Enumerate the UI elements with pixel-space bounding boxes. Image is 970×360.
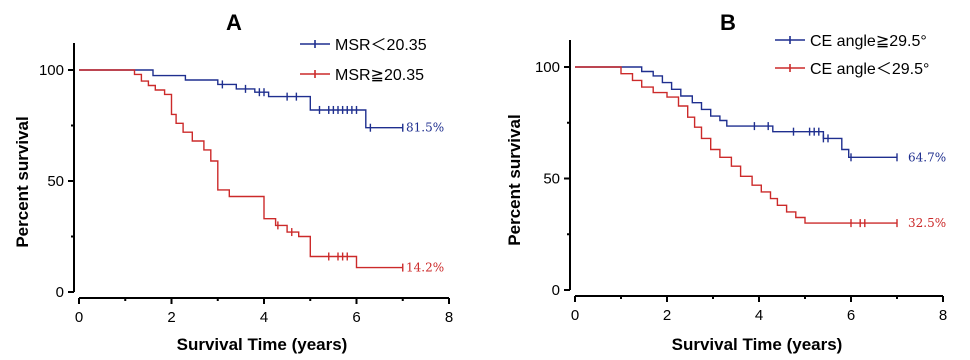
x-tick-label: 8	[445, 309, 453, 326]
end-survival-label: 64.7%	[908, 150, 946, 164]
x-tick-label: 0	[571, 307, 579, 324]
x-tick-label: 8	[939, 307, 947, 324]
y-tick-label: 0	[552, 282, 560, 299]
x-tick-label: 6	[352, 309, 360, 326]
legend-label: MSR＜20.35	[335, 37, 427, 54]
panel-b: 0 50 100 0 2 4 6 8 B Survival Time (years) Percent…	[505, 10, 947, 354]
end-survival-label: 81.5%	[406, 121, 444, 135]
legend-label: CE angle≧29.5°	[810, 33, 927, 50]
survival-curve-2	[575, 66, 897, 224]
x-tick-label: 6	[847, 307, 855, 324]
y-tick-label: 50	[47, 173, 64, 190]
y-axis-title: Percent survival	[13, 116, 32, 247]
legend-label: CE angle＜29.5°	[810, 61, 929, 78]
panel-letter: A	[226, 10, 242, 35]
y-tick-label: 100	[39, 62, 64, 79]
x-axis-title: Survival Time (years)	[672, 335, 843, 354]
survival-curve-1	[575, 66, 897, 159]
panel-a: 0 50 100 0 2 4 6 8 A Survival Time (years) Percent…	[13, 10, 453, 354]
legend-label: MSR≧20.35	[335, 67, 424, 84]
x-tick-label: 4	[260, 309, 268, 326]
y-tick-label: 100	[535, 59, 560, 76]
x-axis-title: Survival Time (years)	[177, 335, 348, 354]
end-survival-label: 32.5%	[908, 216, 946, 230]
x-tick-label: 2	[167, 309, 175, 326]
end-survival-label: 14.2%	[406, 261, 444, 275]
y-axis-title: Percent survival	[505, 114, 524, 245]
panel-letter: B	[720, 10, 736, 35]
y-tick-label: 50	[543, 171, 560, 188]
x-tick-label: 2	[663, 307, 671, 324]
survival-curve-2	[79, 69, 403, 269]
x-tick-label: 4	[755, 307, 763, 324]
y-tick-label: 0	[56, 284, 64, 301]
x-tick-label: 0	[75, 309, 83, 326]
